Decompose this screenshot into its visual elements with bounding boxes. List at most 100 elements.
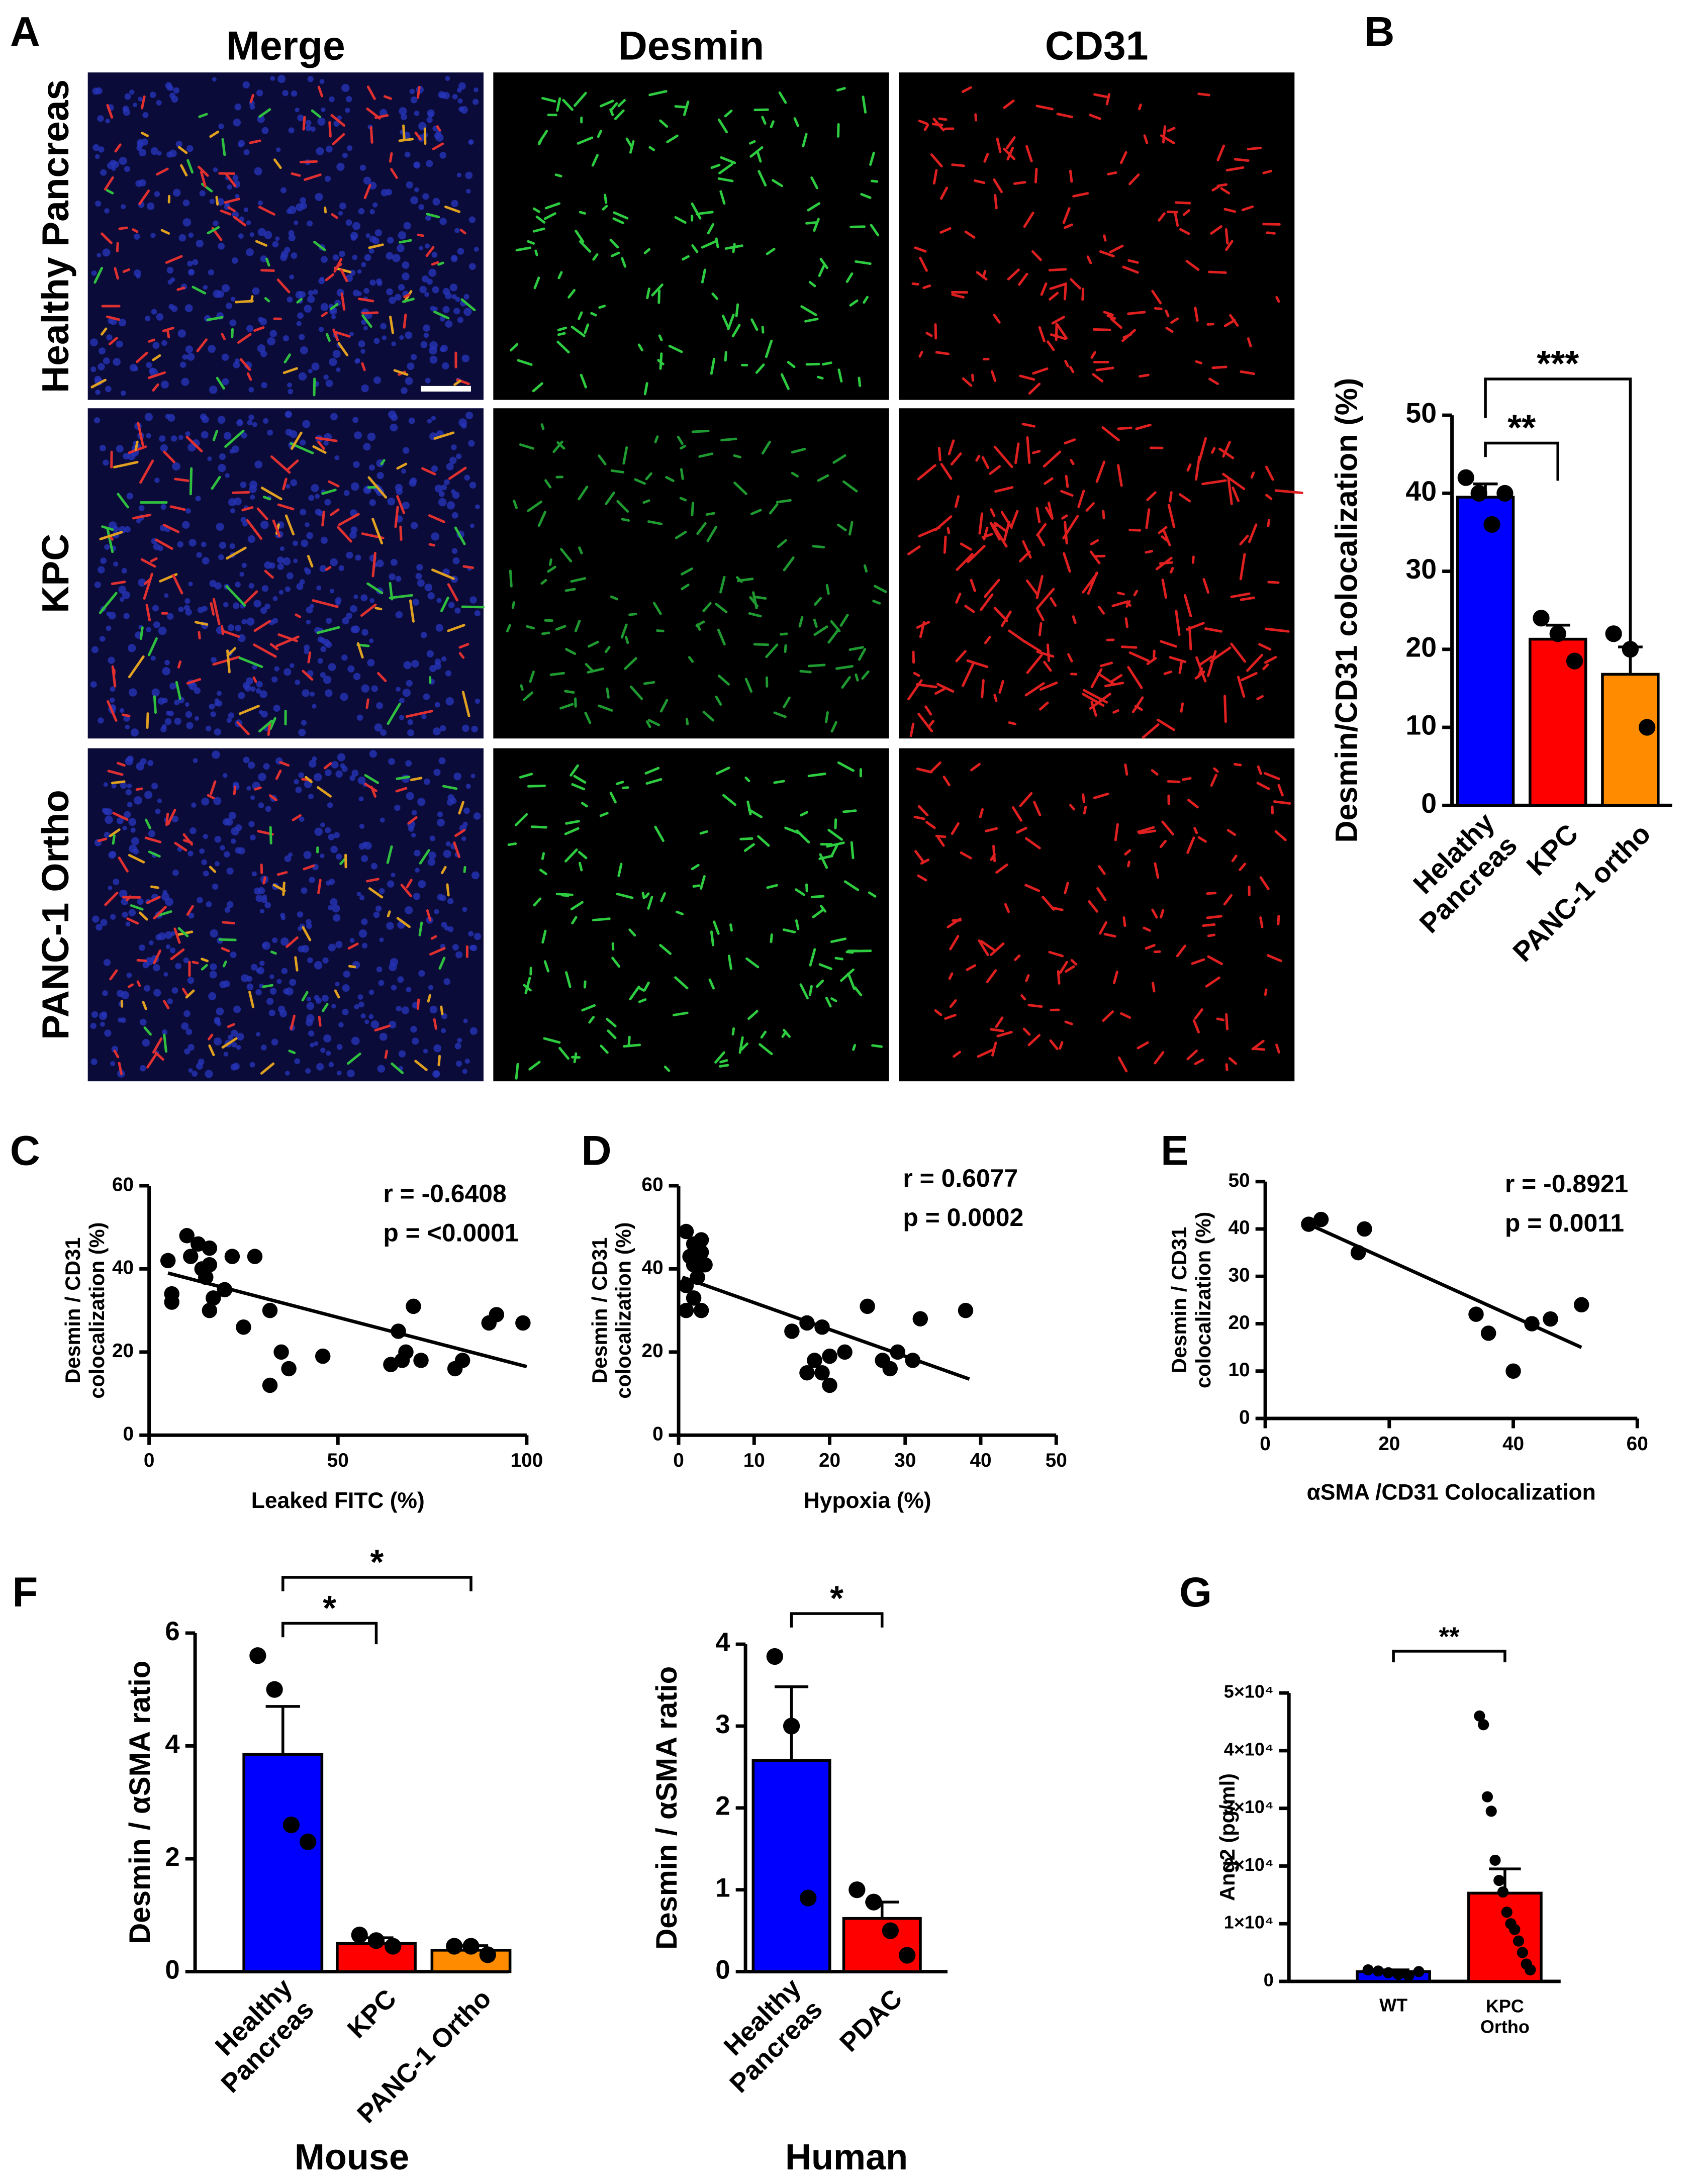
vessel xyxy=(417,233,424,237)
nucleus xyxy=(287,297,293,303)
vessel xyxy=(1038,622,1043,637)
x-tick-label: 20 xyxy=(1378,1433,1400,1455)
data-point xyxy=(217,1282,233,1298)
vessel xyxy=(795,888,806,896)
nucleus xyxy=(124,526,131,533)
nucleus xyxy=(347,665,355,673)
micrograph xyxy=(493,748,889,1082)
vessel xyxy=(312,599,339,608)
vessel xyxy=(837,761,855,772)
vessel xyxy=(166,329,170,339)
vessel xyxy=(1036,533,1046,547)
nucleus xyxy=(299,579,305,585)
vessel xyxy=(993,445,1013,468)
vessel xyxy=(791,471,799,478)
vessel xyxy=(975,455,981,462)
vessel xyxy=(573,1052,578,1064)
vessel xyxy=(679,497,687,502)
vessel xyxy=(701,268,706,283)
vessel xyxy=(174,841,187,851)
nucleus xyxy=(452,944,459,951)
nucleus xyxy=(185,609,192,616)
nucleus xyxy=(197,607,204,614)
vessel xyxy=(1237,676,1246,698)
data-point xyxy=(1483,516,1500,533)
vessel xyxy=(624,635,629,644)
vessel xyxy=(659,119,669,128)
data-point xyxy=(1533,610,1550,627)
vessel xyxy=(955,592,962,604)
vessel xyxy=(260,269,275,272)
nucleus xyxy=(369,235,376,243)
vessel xyxy=(1117,592,1125,596)
vessel xyxy=(556,340,570,354)
vessel xyxy=(599,100,614,108)
nucleus xyxy=(284,855,292,863)
vessel xyxy=(980,940,995,951)
data-point xyxy=(391,1323,406,1339)
x-tick-label: 50 xyxy=(1046,1450,1067,1471)
vessel xyxy=(606,687,610,699)
nucleus xyxy=(406,792,414,800)
nucleus xyxy=(410,196,419,205)
nucleus xyxy=(306,606,313,614)
vessel xyxy=(579,211,586,215)
vessel xyxy=(1259,876,1270,890)
vessel xyxy=(1211,447,1216,454)
vessel xyxy=(1011,806,1022,822)
nucleus xyxy=(259,909,264,914)
vessel xyxy=(1176,944,1186,958)
vessel xyxy=(221,138,226,156)
vessel xyxy=(1183,594,1192,617)
panel-letter: C xyxy=(10,1127,40,1174)
vessel xyxy=(1027,1004,1043,1008)
vessel xyxy=(784,644,787,653)
nucleus xyxy=(317,117,326,126)
vessel xyxy=(1083,806,1087,815)
nucleus xyxy=(441,656,447,662)
nucleus xyxy=(433,1071,439,1077)
nucleus xyxy=(201,797,210,806)
vessel xyxy=(587,640,599,648)
data-point xyxy=(1566,652,1583,670)
nucleus xyxy=(426,117,433,123)
data-point xyxy=(678,1223,694,1240)
nucleus xyxy=(133,103,138,108)
vessel xyxy=(1099,661,1113,668)
y-axis-title: Desmin / αSMA ratio xyxy=(650,1666,683,1950)
x-tick-label: HealthyPancreas xyxy=(702,1973,828,2099)
vessel xyxy=(782,928,796,933)
nucleus xyxy=(370,1020,380,1029)
nucleus xyxy=(402,689,411,697)
nucleus xyxy=(134,269,141,277)
nucleus xyxy=(399,715,405,720)
nucleus xyxy=(251,964,258,971)
vessel xyxy=(1048,951,1064,958)
data-point xyxy=(1524,1316,1540,1332)
nucleus xyxy=(304,305,312,313)
nucleus xyxy=(307,957,313,964)
vessel xyxy=(368,887,384,899)
vessel xyxy=(1112,971,1118,985)
nucleus xyxy=(301,887,308,894)
vessel xyxy=(717,628,726,646)
nucleus xyxy=(324,175,331,182)
nucleus xyxy=(445,320,453,328)
nucleus xyxy=(465,171,473,179)
vessel xyxy=(543,1037,561,1044)
vessel xyxy=(305,776,313,784)
vessel xyxy=(750,509,762,515)
vessel xyxy=(1204,627,1222,633)
vessel xyxy=(710,163,721,169)
nucleus xyxy=(377,1065,386,1073)
y-tick-label: 40 xyxy=(1228,1217,1250,1239)
vessel xyxy=(588,1016,595,1024)
nucleus xyxy=(226,867,234,875)
nucleus xyxy=(418,204,425,210)
vessel xyxy=(155,538,173,550)
vessel xyxy=(707,223,715,235)
vessel xyxy=(1275,296,1280,303)
nucleus xyxy=(201,541,207,547)
vessel xyxy=(111,581,126,586)
data-point xyxy=(1393,1969,1404,1980)
